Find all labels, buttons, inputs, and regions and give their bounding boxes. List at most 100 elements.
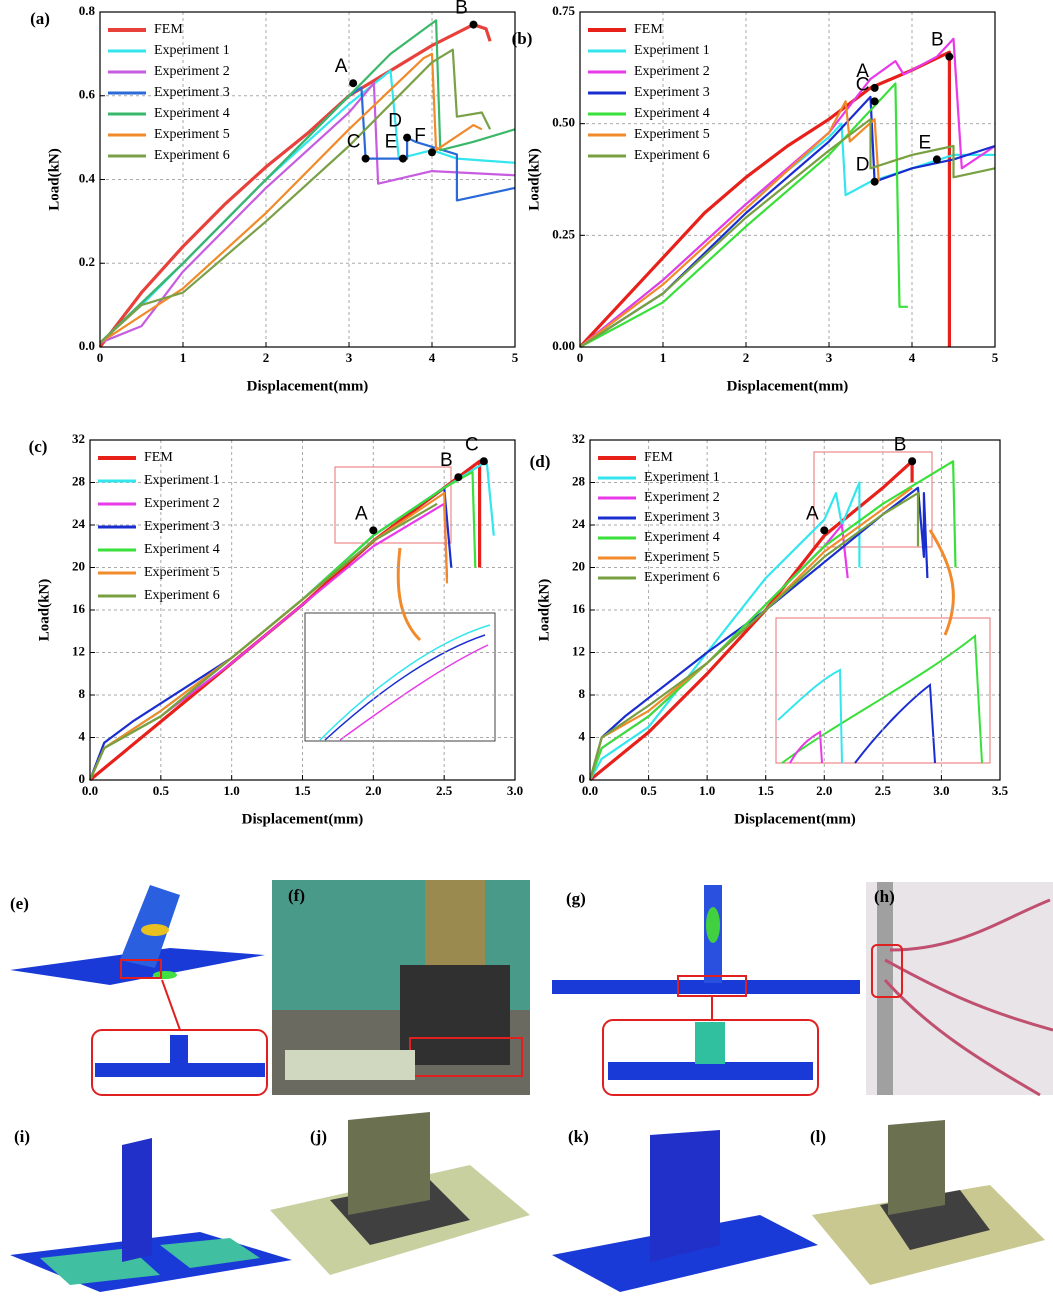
x-tick-label: 1 (180, 350, 187, 365)
data-line (99, 82, 516, 344)
annotation-point (870, 97, 879, 106)
data-line (99, 52, 483, 344)
chart-label: (d) (530, 452, 551, 471)
y-tick-label: 28 (572, 473, 586, 488)
annotation-label: B (931, 30, 944, 51)
legend-label: Experiment 3 (634, 85, 710, 100)
data-line (588, 486, 929, 781)
annotation-label: C (856, 74, 870, 95)
annotation-label: B (455, 0, 468, 19)
y-tick-label: 0.6 (79, 87, 96, 102)
y-tick-label: 0.50 (552, 115, 575, 130)
data-line (579, 95, 996, 348)
legend-label: Experiment 1 (644, 470, 720, 485)
y-tick-label: 16 (572, 601, 586, 616)
legend-label: Experiment 6 (154, 148, 230, 163)
x-tick-label: 2 (743, 350, 750, 365)
annotation-point (349, 79, 358, 88)
annotation-point (908, 457, 917, 466)
data-line (579, 118, 996, 348)
annotation-label: D (856, 155, 870, 176)
legend-label: Experiment 6 (144, 588, 220, 603)
legend-label: Experiment 4 (144, 542, 220, 557)
x-tick-label: 0 (97, 350, 104, 365)
annotation-point (428, 148, 436, 157)
data-line (588, 460, 957, 781)
legend-label: Experiment 2 (644, 490, 720, 505)
x-tick-label: 1 (660, 350, 667, 365)
x-tick-label: 2 (263, 350, 270, 365)
plot: 0.0 0.5 1.0 1.5 2.0 2.5 3.0 0 4 8 12 16 20 24 28 32 Disp… (29, 431, 524, 827)
legend-label: Experiment 3 (144, 519, 220, 534)
panel-label: (i) (14, 1127, 30, 1146)
annotation-label: A (856, 61, 869, 82)
y-axis-title: Load(kN) (526, 148, 542, 211)
legend-label: Experiment 5 (154, 127, 230, 142)
x-tick-label: 0.5 (153, 783, 170, 798)
x-tick-label: 0.0 (82, 783, 98, 798)
y-tick-label: 20 (572, 558, 585, 573)
chart-label: (c) (29, 437, 48, 456)
annotation-label: C (347, 132, 361, 153)
x-tick-label: 3.0 (933, 783, 949, 798)
y-tick-label: 0.4 (79, 170, 96, 185)
panel-label: (f) (288, 886, 305, 905)
legend-label: Experiment 4 (154, 106, 230, 121)
x-tick-label: 5 (512, 350, 519, 365)
x-axis-title: Displacement(mm) (242, 811, 364, 827)
annotation-point (870, 83, 879, 92)
y-tick-label: 0.00 (552, 338, 575, 353)
panel-label: (e) (10, 894, 29, 913)
annotation-point (361, 154, 370, 163)
y-tick-label: 0 (579, 771, 586, 786)
legend-label: FEM (154, 22, 183, 37)
annotation-label: B (894, 434, 907, 455)
panel-label: (j) (310, 1127, 327, 1146)
legend-label: Experiment 1 (634, 43, 710, 58)
y-tick-label: 8 (79, 686, 86, 701)
annotation-label: A (806, 503, 819, 524)
data-line (588, 492, 920, 781)
chart-label: (b) (512, 29, 533, 48)
data-line (579, 82, 908, 348)
legend-label: Experiment 6 (644, 570, 720, 585)
plot: 0.0 0.5 1.0 1.5 2.0 2.5 3.0 3.5 0 4 8 12 16 20 24 28 32 D… (530, 431, 1009, 827)
data-line (88, 459, 482, 782)
x-tick-label: 1.5 (758, 783, 775, 798)
zoom-decor (304, 451, 991, 764)
legend-label: Experiment 1 (144, 473, 220, 488)
x-tick-label: 3 (826, 350, 833, 365)
x-tick-label: 3.0 (507, 783, 523, 798)
x-tick-label: 1.0 (699, 783, 715, 798)
annotation-point (454, 473, 463, 482)
panel-label: (l) (810, 1127, 826, 1146)
legend-label: Experiment 1 (154, 43, 230, 58)
x-tick-label: 5 (992, 350, 999, 365)
data-line (99, 48, 492, 344)
x-tick-label: 1.5 (294, 783, 311, 798)
panel-e-art (10, 885, 268, 1096)
y-tick-label: 32 (572, 431, 585, 446)
plot: 0 1 2 3 4 5 0.00 0.25 0.50 0.75 Displacement(mm) Lo… (512, 3, 999, 394)
y-tick-label: 8 (579, 686, 586, 701)
data-line (589, 481, 861, 781)
annotation-label: E (385, 132, 398, 153)
legend-label: Experiment 4 (634, 106, 710, 121)
y-tick-label: 24 (72, 516, 86, 531)
plot-frame (579, 11, 996, 348)
y-tick-label: 28 (72, 473, 86, 488)
y-tick-label: 4 (579, 728, 586, 743)
annotation-label: A (335, 56, 348, 77)
legend-label: Experiment 5 (144, 565, 220, 580)
legend-label: Experiment 2 (144, 496, 220, 511)
annotation-point (945, 52, 954, 61)
annotation-point (403, 133, 412, 142)
data-line (588, 459, 914, 782)
legend-label: Experiment 3 (154, 85, 230, 100)
y-axis-title: Load(kN) (46, 148, 62, 211)
annotation-label: D (388, 111, 402, 132)
annotation-point (369, 526, 378, 535)
y-tick-label: 0.75 (552, 3, 575, 18)
x-tick-label: 2.5 (875, 783, 892, 798)
annotation-point (398, 154, 407, 163)
